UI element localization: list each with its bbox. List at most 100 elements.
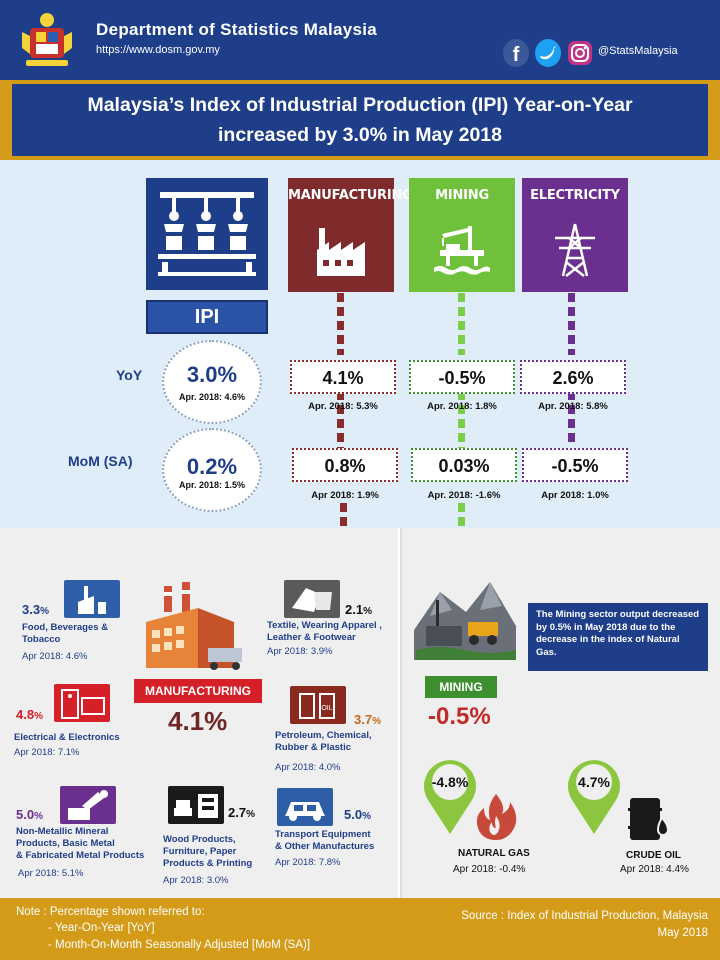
mining-panel: [400, 528, 720, 898]
wood-name: Wood Products, Furniture, Paper Products…: [163, 834, 253, 869]
metal-name: Non-Metallic Mineral Products, Basic Met…: [16, 826, 145, 861]
ipi-label: IPI: [146, 300, 268, 334]
electronics-previous: Apr 2018: 7.1%: [14, 747, 80, 758]
natural-gas-pin-icon: [424, 760, 476, 834]
connector-mining: [458, 391, 465, 449]
manufacturing-yoy-box: 4.1%: [290, 360, 396, 394]
wood-previous: Apr 2018: 3.0%: [163, 875, 229, 886]
mining-note: The Mining sector output decreased by 0.…: [528, 603, 708, 671]
facebook-icon[interactable]: f: [502, 38, 530, 68]
food-pct: 3.3%: [22, 602, 49, 617]
food-factory-icon: [64, 580, 120, 618]
yoy-label: YoY: [116, 367, 143, 383]
mining-yoy-box: -0.5%: [409, 360, 515, 394]
connector-mining: [458, 293, 465, 355]
footer-note-heading: Note : Percentage shown referred to:: [16, 906, 205, 918]
sector-title-manufacturing: MANUFACTURING: [288, 188, 413, 203]
mining-yoy-previous: Apr. 2018: 1.8%: [427, 401, 497, 412]
mining-mom-previous: Apr. 2018: -1.6%: [427, 490, 501, 501]
factory-icon: [317, 228, 365, 276]
food-name: Food, Beverages & Tobacco: [22, 622, 109, 645]
ipi-yoy-circle: 3.0% Apr. 2018: 4.6%: [162, 340, 262, 424]
instagram-icon[interactable]: [566, 38, 594, 68]
footer-note-mom: - Month-On-Month Seasonally Adjusted [Mo…: [48, 939, 311, 951]
electronics-pct: 4.8%: [16, 707, 43, 722]
food-previous: Apr 2018: 4.6%: [22, 651, 88, 662]
connector-manufacturing: [340, 503, 347, 541]
furniture-icon: [168, 786, 224, 824]
textile-previous: Apr 2018: 3.9%: [267, 646, 333, 657]
manufacturing-mom-previous: Apr 2018: 1.9%: [311, 490, 379, 501]
ipi-mom-circle: 0.2% Apr. 2018: 1.5%: [162, 428, 262, 512]
footer-source: Source : Index of Industrial Production,…: [461, 910, 708, 922]
ipi-icon-box: [146, 178, 268, 290]
social-handle[interactable]: @StatsMalaysia: [598, 45, 678, 57]
oil-barrel-icon: OIL: [290, 686, 346, 724]
natural-gas-value: -4.8%: [431, 774, 469, 790]
header-bar: [0, 0, 720, 80]
robot-assembly-icon: [158, 192, 256, 276]
connector-manufacturing: [337, 293, 344, 355]
page-title: Malaysia’s Index of Industrial Productio…: [12, 84, 708, 156]
petroleum-pct: 3.7%: [354, 712, 381, 727]
ipi-mom-value: 0.2%: [186, 454, 238, 479]
department-title: Department of Statistics Malaysia: [96, 20, 378, 39]
wood-pct: 2.7%: [228, 805, 255, 820]
textile-icon: [284, 580, 340, 618]
car-icon: [277, 788, 333, 826]
mom-label: MoM (SA): [68, 453, 133, 469]
manufacturing-yoy-previous: Apr. 2018: 5.3%: [308, 401, 378, 412]
sector-box-electricity: ELECTRICITY: [522, 178, 628, 292]
electricity-mom-previous: Apr 2018: 1.0%: [541, 490, 609, 501]
crude-oil-previous: Apr 2018: 4.4%: [620, 864, 689, 875]
crude-oil-name: CRUDE OIL: [626, 850, 681, 861]
mining-site-illustration-icon: [414, 582, 516, 660]
electronics-icon: [54, 684, 110, 722]
transport-name: Transport Equipment & Other Manufactures: [275, 829, 375, 852]
ipi-yoy-value: 3.0%: [186, 362, 238, 387]
manufacturing-value: 4.1%: [168, 706, 228, 736]
metal-pct: 5.0%: [16, 807, 43, 822]
connector-electricity: [568, 293, 575, 355]
mining-value: -0.5%: [428, 703, 491, 730]
svg-text:f: f: [513, 44, 520, 66]
electronics-name: Electrical & Electronics: [14, 732, 120, 743]
sector-box-mining: MINING: [409, 178, 515, 292]
manufacturing-mom-box: 0.8%: [292, 448, 398, 482]
petroleum-previous: Apr 2018: 4.0%: [275, 762, 341, 773]
title-line-2: increased by 3.0% in May 2018: [218, 124, 502, 146]
transport-pct: 5.0%: [344, 807, 371, 822]
sector-title-electricity: ELECTRICITY: [530, 188, 620, 203]
flame-icon: [476, 794, 517, 840]
electricity-mom-box: -0.5%: [522, 448, 628, 482]
electricity-yoy-previous: Apr. 2018: 5.8%: [538, 401, 608, 412]
department-url[interactable]: https://www.dosm.gov.my: [96, 44, 220, 56]
transport-previous: Apr 2018: 7.8%: [275, 857, 341, 868]
sector-title-mining: MINING: [435, 188, 489, 203]
electricity-yoy-box: 2.6%: [520, 360, 626, 394]
oil-barrel-icon: [628, 798, 670, 840]
title-line-1: Malaysia’s Index of Industrial Productio…: [87, 94, 633, 116]
coat-of-arms-logo: [22, 13, 72, 66]
oil-rig-icon: [434, 226, 490, 275]
connector-electricity: [568, 391, 575, 445]
petroleum-name: Petroleum, Chemical, Rubber & Plastic: [275, 730, 372, 753]
ipi-yoy-previous: Apr. 2018: 4.6%: [178, 392, 246, 402]
svg-text:OIL: OIL: [321, 705, 332, 712]
metal-previous: Apr 2018: 5.1%: [18, 868, 84, 879]
power-pylon-icon: [555, 223, 595, 277]
natural-gas-name: NATURAL GAS: [458, 848, 530, 859]
footer-source-date: May 2018: [657, 927, 708, 939]
mining-mom-box: 0.03%: [411, 448, 517, 482]
connector-manufacturing: [337, 391, 344, 449]
crude-oil-value: 4.7%: [578, 774, 610, 790]
manufacturing-label: MANUFACTURING: [134, 679, 262, 703]
textile-name: Textile, Wearing Apparel , Leather & Foo…: [267, 620, 382, 643]
twitter-icon[interactable]: [534, 38, 562, 68]
metal-machine-icon: [60, 786, 116, 824]
textile-pct: 2.1%: [345, 602, 372, 617]
footer-bar: [0, 898, 720, 960]
sector-box-manufacturing: MANUFACTURING: [288, 178, 413, 292]
mining-label: MINING: [425, 676, 497, 698]
ipi-mom-previous: Apr. 2018: 1.5%: [178, 480, 246, 490]
